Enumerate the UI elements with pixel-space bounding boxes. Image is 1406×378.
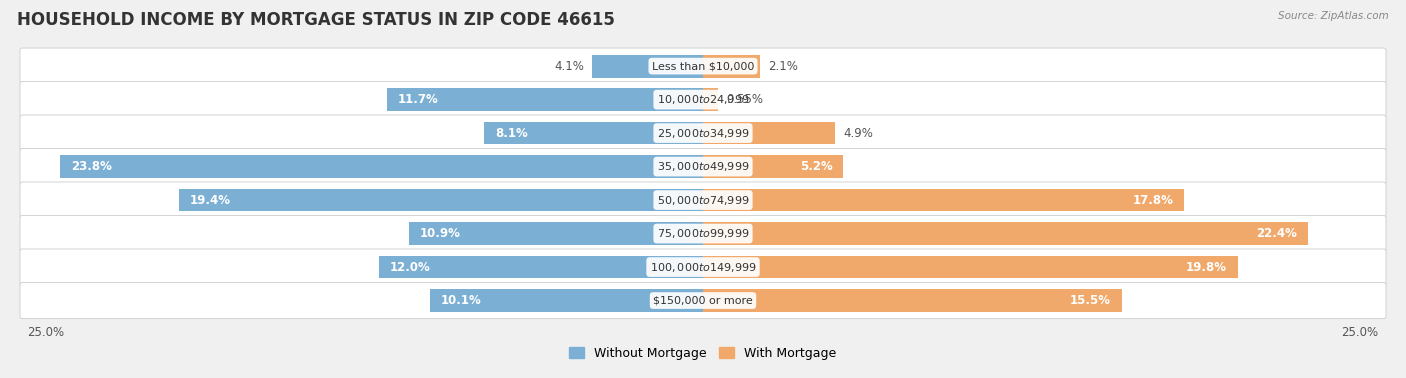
Text: Less than $10,000: Less than $10,000 (652, 61, 754, 71)
Text: 5.2%: 5.2% (800, 160, 832, 173)
Text: $150,000 or more: $150,000 or more (654, 296, 752, 305)
Text: 25.0%: 25.0% (1341, 326, 1378, 339)
Bar (378, 256, 703, 279)
Text: $100,000 to $149,999: $100,000 to $149,999 (650, 260, 756, 274)
Text: 0.55%: 0.55% (725, 93, 763, 106)
Bar (409, 222, 703, 245)
FancyBboxPatch shape (20, 249, 1386, 285)
Legend: Without Mortgage, With Mortgage: Without Mortgage, With Mortgage (564, 342, 842, 365)
Text: 2.1%: 2.1% (768, 60, 797, 73)
FancyBboxPatch shape (20, 149, 1386, 185)
Bar (703, 189, 1184, 211)
Text: 19.4%: 19.4% (190, 194, 231, 206)
Text: 15.5%: 15.5% (1070, 294, 1111, 307)
Text: $10,000 to $24,999: $10,000 to $24,999 (657, 93, 749, 106)
Text: 25.0%: 25.0% (28, 326, 65, 339)
Bar (703, 222, 1308, 245)
Bar (60, 155, 703, 178)
Bar (592, 55, 703, 77)
Text: 11.7%: 11.7% (398, 93, 439, 106)
Text: HOUSEHOLD INCOME BY MORTGAGE STATUS IN ZIP CODE 46615: HOUSEHOLD INCOME BY MORTGAGE STATUS IN Z… (17, 11, 614, 29)
FancyBboxPatch shape (20, 182, 1386, 218)
Text: Source: ZipAtlas.com: Source: ZipAtlas.com (1278, 11, 1389, 21)
Text: $50,000 to $74,999: $50,000 to $74,999 (657, 194, 749, 206)
Text: 22.4%: 22.4% (1257, 227, 1298, 240)
Text: $25,000 to $34,999: $25,000 to $34,999 (657, 127, 749, 139)
Bar (703, 122, 835, 144)
Text: 4.9%: 4.9% (844, 127, 873, 139)
Text: $35,000 to $49,999: $35,000 to $49,999 (657, 160, 749, 173)
Text: $75,000 to $99,999: $75,000 to $99,999 (657, 227, 749, 240)
FancyBboxPatch shape (20, 215, 1386, 252)
Text: 19.8%: 19.8% (1187, 260, 1227, 274)
FancyBboxPatch shape (20, 48, 1386, 84)
Bar (179, 189, 703, 211)
Bar (703, 155, 844, 178)
FancyBboxPatch shape (20, 82, 1386, 118)
FancyBboxPatch shape (20, 115, 1386, 151)
Text: 12.0%: 12.0% (389, 260, 430, 274)
Bar (387, 88, 703, 111)
Text: 17.8%: 17.8% (1132, 194, 1173, 206)
Bar (703, 88, 718, 111)
Text: 23.8%: 23.8% (70, 160, 111, 173)
Text: 4.1%: 4.1% (554, 60, 583, 73)
Text: 10.9%: 10.9% (419, 227, 460, 240)
Bar (703, 256, 1237, 279)
Bar (430, 289, 703, 312)
FancyBboxPatch shape (20, 282, 1386, 319)
Bar (703, 289, 1122, 312)
Text: 8.1%: 8.1% (495, 127, 527, 139)
Bar (484, 122, 703, 144)
Text: 10.1%: 10.1% (441, 294, 482, 307)
Bar (703, 55, 759, 77)
